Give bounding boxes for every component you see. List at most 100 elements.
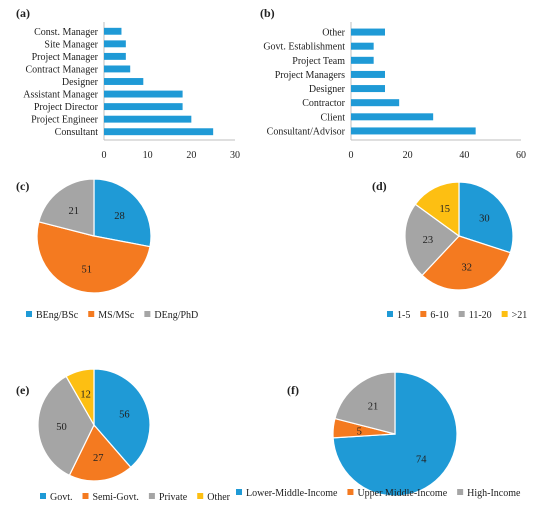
bar (104, 65, 131, 73)
legend-label: 6-10 (430, 310, 448, 321)
category-label: Site Manager (44, 39, 98, 50)
bar (104, 115, 192, 123)
panel-b: (b) Other Govt. Establishment Project Team P… (260, 6, 526, 161)
pie-slice (93, 178, 152, 248)
legend-swatch (347, 489, 354, 495)
legend-swatch (82, 493, 89, 499)
panel-label: (b) (260, 6, 275, 20)
category-label: Const. Manager (34, 27, 99, 38)
panel-label: (f) (287, 383, 299, 397)
x-tick-label: 10 (143, 150, 153, 161)
slice-value-label: 56 (119, 410, 130, 421)
category-label: Project Manager (32, 52, 99, 63)
panel-e: (e) 56 27 50 12 Govt. Semi-Govt. Private Other (16, 368, 231, 503)
panel-d: (d) 30 32 23 15 1-5 6-10 11-20 >21 (372, 179, 527, 321)
slice-value-label: 21 (368, 402, 379, 413)
pie-slice (414, 181, 460, 238)
legend-label: >21 (512, 310, 528, 321)
legend-swatch (26, 311, 32, 317)
category-label: Project Director (34, 102, 99, 113)
category-label: Other (322, 28, 345, 39)
x-tick-label: 40 (459, 150, 469, 161)
legend-label: Govt. (50, 492, 73, 503)
legend-label: Upper Middle-Income (357, 488, 447, 499)
legend-swatch (40, 493, 46, 499)
pie-slice (458, 181, 514, 254)
legend-swatch (197, 493, 204, 499)
bar (351, 70, 385, 78)
bar (104, 128, 214, 136)
category-label: Project Engineer (31, 115, 99, 126)
slice-value-label: 50 (56, 422, 67, 433)
panel-c: (c) 28 51 21 BEng/BSc MS/MSc DEng/PhD (16, 178, 198, 321)
slice-value-label: 30 (479, 214, 490, 225)
legend-swatch (88, 311, 95, 317)
panel-label: (d) (372, 179, 387, 193)
legend-label: Other (207, 492, 230, 503)
slice-value-label: 32 (462, 262, 473, 273)
bar (351, 127, 476, 135)
bar (104, 103, 183, 111)
slice-value-label: 51 (82, 264, 93, 275)
category-label: Client (321, 112, 346, 123)
category-label: Consultant/Advisor (267, 126, 346, 137)
x-tick-label: 20 (186, 150, 196, 161)
category-label: Contract Manager (26, 64, 99, 75)
x-tick-label: 60 (516, 150, 526, 161)
slice-value-label: 27 (93, 453, 104, 464)
pie-slice (65, 368, 95, 428)
bar (104, 52, 126, 60)
category-label: Consultant (55, 127, 99, 138)
pie-slice (36, 221, 151, 294)
pie-slice (421, 235, 512, 291)
legend-swatch (458, 311, 465, 317)
legend-label: 11-20 (469, 310, 492, 321)
slice-value-label: 23 (423, 235, 434, 246)
category-label: Project Managers (275, 70, 345, 81)
bar (351, 99, 400, 107)
category-label: Govt. Establishment (263, 42, 345, 53)
x-tick-label: 0 (349, 150, 354, 161)
panel-label: (a) (16, 6, 30, 20)
legend-swatch (501, 311, 508, 317)
pie-slice (38, 178, 95, 237)
bar (351, 42, 374, 50)
bar (351, 28, 385, 36)
pie-slice (334, 371, 396, 435)
legend-swatch (457, 489, 464, 495)
category-label: Contractor (302, 98, 345, 109)
panel-label: (c) (16, 179, 29, 193)
panel-label: (e) (16, 383, 29, 397)
pie-slice (68, 423, 132, 482)
bar (351, 56, 374, 64)
legend-swatch (420, 311, 427, 317)
slice-value-label: 12 (80, 390, 91, 401)
bar (351, 85, 385, 93)
legend-label: Lower-Middle-Income (246, 488, 338, 499)
legend-label: Private (159, 492, 188, 503)
legend-swatch (148, 493, 155, 499)
x-tick-label: 20 (403, 150, 413, 161)
slice-value-label: 15 (440, 204, 451, 215)
category-label: Assistant Manager (23, 90, 98, 101)
legend-label: High-Income (467, 488, 521, 499)
slice-value-label: 21 (68, 206, 79, 217)
category-label: Project Team (292, 56, 345, 67)
legend-label: DEng/PhD (154, 310, 198, 321)
pie-slice (404, 203, 460, 277)
bar (351, 113, 434, 121)
bar (104, 90, 183, 98)
legend-label: Semi-Govt. (93, 492, 139, 503)
bar (104, 78, 144, 85)
legend-label: MS/MSc (98, 310, 135, 321)
pie-slice (93, 368, 151, 469)
category-label: Designer (62, 77, 99, 88)
legend-label: BEng/BSc (36, 310, 79, 321)
slice-value-label: 28 (114, 211, 125, 222)
panel-f: (f) 74 5 21 Lower-Middle-Income Upper Middle-… (236, 371, 521, 499)
bar (104, 40, 126, 48)
x-tick-label: 30 (230, 150, 240, 161)
category-label: Designer (309, 84, 346, 95)
